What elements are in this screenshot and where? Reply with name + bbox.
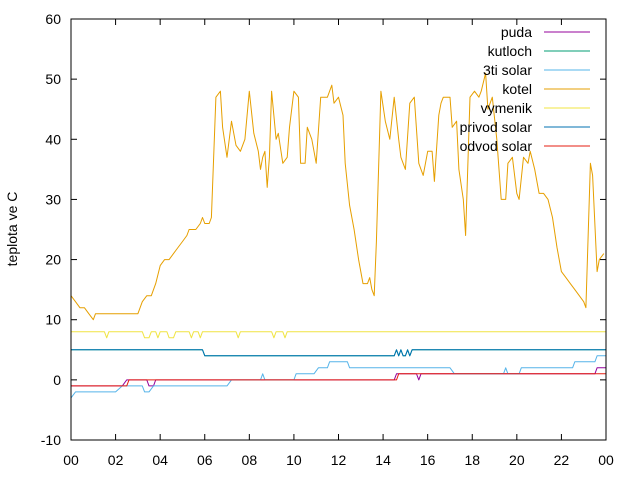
x-tick-label: 00 bbox=[598, 452, 614, 468]
y-tick-label: 0 bbox=[53, 372, 61, 388]
series-line-kutloch bbox=[71, 349, 606, 357]
series-line-privod-solar bbox=[71, 349, 606, 357]
series-line-kotel bbox=[70, 72, 605, 321]
y-axis-label: teplota ve C bbox=[4, 192, 20, 267]
series-line-puda bbox=[71, 367, 606, 387]
y-tick-label: 30 bbox=[45, 191, 61, 207]
x-tick-label: 16 bbox=[420, 452, 436, 468]
legend-label: odvod solar bbox=[460, 138, 533, 154]
y-tick-label: 10 bbox=[45, 312, 61, 328]
x-tick-label: 04 bbox=[152, 452, 168, 468]
legend-label: puda bbox=[501, 24, 532, 40]
x-tick-label: 10 bbox=[286, 452, 302, 468]
series-line-vymenik bbox=[71, 331, 606, 339]
legend-label: kutloch bbox=[488, 43, 532, 59]
x-tick-label: 02 bbox=[108, 452, 124, 468]
y-tick-label: 50 bbox=[45, 71, 61, 87]
y-tick-label: 40 bbox=[45, 131, 61, 147]
y-tick-label: -10 bbox=[41, 432, 61, 448]
x-tick-label: 08 bbox=[242, 452, 258, 468]
legend-label: 3ti solar bbox=[483, 62, 532, 78]
x-axis-ticks: 00 02 04 06 08 10 12 14 16 18 20 22 00 bbox=[63, 19, 614, 468]
x-tick-label: 22 bbox=[554, 452, 570, 468]
x-tick-label: 18 bbox=[464, 452, 480, 468]
legend-label: vymenik bbox=[481, 100, 533, 116]
legend-label: privod solar bbox=[460, 119, 533, 135]
x-tick-label: 20 bbox=[509, 452, 525, 468]
x-tick-label: 06 bbox=[197, 452, 213, 468]
legend: puda kutloch 3ti solar kotel vymenik privod s… bbox=[460, 24, 590, 154]
y-axis-ticks: -10 0 10 20 30 40 50 60 bbox=[41, 11, 606, 448]
x-tick-label: 14 bbox=[375, 452, 391, 468]
series-lines bbox=[70, 72, 606, 399]
legend-label: kotel bbox=[502, 81, 532, 97]
series-line-odvod-solar bbox=[71, 373, 606, 387]
x-tick-label: 00 bbox=[63, 452, 79, 468]
plot-frame bbox=[70, 18, 607, 441]
series-line-3ti-solar bbox=[70, 355, 606, 399]
y-tick-label: 60 bbox=[45, 11, 61, 27]
y-tick-label: 20 bbox=[45, 252, 61, 268]
x-tick-label: 12 bbox=[331, 452, 347, 468]
